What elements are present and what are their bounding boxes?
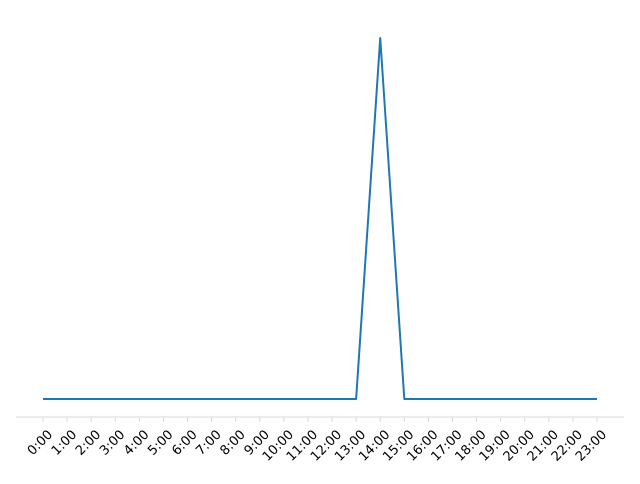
x-tick-label: 1:00 [49, 427, 80, 458]
x-tick-label: 5:00 [145, 427, 176, 458]
series-layer [43, 37, 597, 400]
x-tick-label: 0:00 [25, 427, 56, 458]
x-tick-label: 6:00 [169, 427, 200, 458]
x-tick-label: 3:00 [97, 427, 128, 458]
x-tick-label: 8:00 [217, 427, 248, 458]
series-line [43, 37, 597, 400]
x-axis: 0:001:002:003:004:005:006:007:008:009:00… [16, 416, 624, 465]
x-tick-label: 4:00 [121, 427, 152, 458]
x-tick-label: 2:00 [73, 427, 104, 458]
x-tick-label: 7:00 [193, 427, 224, 458]
